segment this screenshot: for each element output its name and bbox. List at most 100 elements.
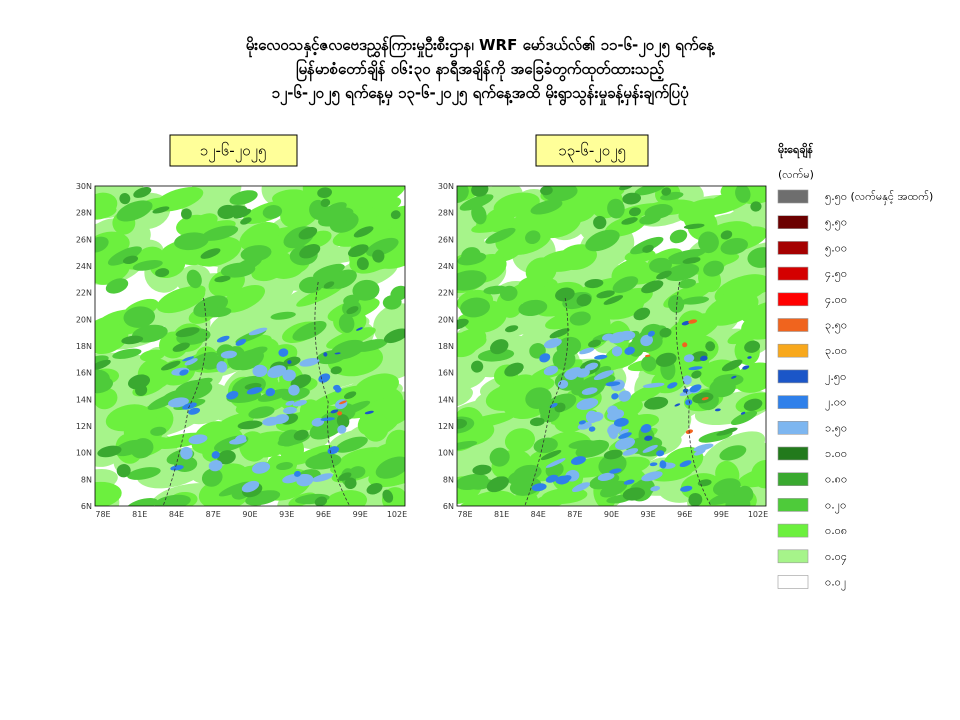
rain-area xyxy=(667,294,685,313)
rain-area xyxy=(555,475,570,485)
rain-area xyxy=(607,198,625,219)
rain-area xyxy=(576,398,599,410)
rain-area xyxy=(564,369,578,380)
rain-area xyxy=(372,249,385,263)
rain-area xyxy=(338,313,355,333)
lon-label: 84E xyxy=(169,510,184,519)
rain-area xyxy=(500,285,518,301)
rain-area xyxy=(218,481,251,497)
rain-area xyxy=(611,393,619,400)
rain-area xyxy=(682,257,701,264)
rain-area xyxy=(155,268,170,278)
rain-area xyxy=(299,244,321,259)
rain-area xyxy=(240,217,252,225)
rain-area xyxy=(283,356,301,367)
rain-area xyxy=(97,445,122,458)
rain-area xyxy=(679,460,692,468)
lat-label: 14N xyxy=(438,395,454,404)
rain-area xyxy=(731,375,737,379)
rain-area xyxy=(337,411,343,416)
rain-area xyxy=(186,269,202,289)
rain-area xyxy=(740,411,746,415)
rain-area xyxy=(132,260,163,271)
rain-area xyxy=(105,278,129,294)
title-line: မိုးလေဝသနှင့်ဇလဗေဒညွှန်ကြားမှုဦးစီးဌာန၊ … xyxy=(246,34,716,58)
rain-area xyxy=(234,434,247,443)
lon-label: 84E xyxy=(531,510,546,519)
legend-label: ၂.၅၀ xyxy=(825,370,846,385)
rain-area xyxy=(572,482,591,492)
rain-area xyxy=(182,356,195,362)
rain-area xyxy=(747,247,766,268)
rain-area xyxy=(188,407,201,415)
rain-area xyxy=(525,257,557,285)
rain-area xyxy=(624,346,635,355)
rain-area xyxy=(641,471,663,482)
rain-area xyxy=(578,420,586,425)
rain-area xyxy=(211,451,220,459)
rain-area xyxy=(623,479,635,485)
rain-area xyxy=(691,370,702,379)
lon-label: 78E xyxy=(457,510,472,519)
lat-label: 6N xyxy=(443,502,454,511)
rain-area xyxy=(133,187,152,198)
rain-area xyxy=(640,424,652,433)
rain-area xyxy=(609,468,622,474)
rain-area xyxy=(688,366,703,371)
rain-area xyxy=(485,227,516,244)
lat-label: 18N xyxy=(76,342,92,351)
rain-area xyxy=(344,477,357,490)
rain-area xyxy=(457,440,478,451)
rain-area xyxy=(270,311,296,320)
rain-area xyxy=(216,335,230,343)
rain-area xyxy=(585,229,620,252)
title-line: ၁၂-၆-၂၀၂၅ ရက်နေ့မှ ၁၃-၆-၂၀၂၅ ရက်နေ့အထိ မ… xyxy=(271,82,689,106)
rain-area xyxy=(608,427,619,440)
rain-area xyxy=(285,400,295,406)
legend-label: ၂.၀၀ xyxy=(825,396,846,411)
rain-area xyxy=(605,381,621,387)
rain-area xyxy=(184,358,198,366)
rain-area xyxy=(338,400,347,405)
legend-label: ၀.၀၂ xyxy=(825,576,846,591)
rain-area xyxy=(471,204,487,225)
lat-label: 20N xyxy=(438,315,454,324)
rain-area xyxy=(112,348,142,359)
rain-area xyxy=(349,466,366,479)
rain-area xyxy=(682,388,689,393)
rain-area xyxy=(539,353,551,363)
legend-label: ၃.၀၀ xyxy=(825,344,847,359)
rain-area xyxy=(95,388,118,410)
rain-area xyxy=(545,474,559,483)
legend-label: ၁.၀၀ xyxy=(825,447,847,460)
rain-area xyxy=(678,278,696,289)
lat-label: 10N xyxy=(438,449,454,458)
rain-area xyxy=(362,411,389,442)
rain-area xyxy=(540,186,553,196)
rain-area xyxy=(220,350,237,359)
rain-area xyxy=(457,418,467,429)
lat-label: 8N xyxy=(81,475,92,484)
rain-area xyxy=(95,315,128,332)
rain-area xyxy=(581,387,598,395)
rain-area xyxy=(315,271,349,290)
rain-area xyxy=(320,198,331,208)
rain-area xyxy=(634,186,667,196)
rain-area xyxy=(719,445,747,461)
rain-area xyxy=(688,319,698,324)
rain-area xyxy=(95,246,127,274)
lat-label: 24N xyxy=(438,262,454,271)
rain-area xyxy=(179,369,189,376)
rain-area xyxy=(642,444,658,453)
rain-area xyxy=(95,376,113,394)
rain-area xyxy=(596,290,615,299)
rain-area xyxy=(95,192,118,220)
rain-area xyxy=(200,248,221,259)
rain-area xyxy=(647,330,655,337)
rain-area xyxy=(382,489,394,503)
rain-area xyxy=(330,366,342,375)
coastline xyxy=(524,281,712,506)
rain-area xyxy=(135,384,148,396)
rain-area xyxy=(509,476,542,496)
rain-area xyxy=(628,207,641,217)
